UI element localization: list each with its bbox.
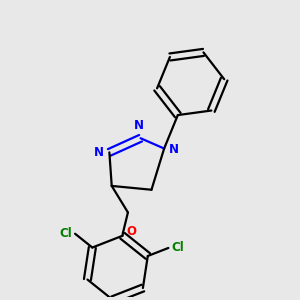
Text: N: N <box>94 146 103 159</box>
Text: N: N <box>169 143 178 156</box>
Text: N: N <box>134 119 144 132</box>
Text: Cl: Cl <box>171 242 184 254</box>
Text: Cl: Cl <box>59 227 72 240</box>
Text: O: O <box>126 225 136 238</box>
